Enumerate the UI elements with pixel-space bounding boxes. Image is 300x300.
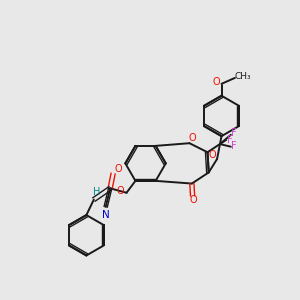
- Text: F: F: [226, 135, 232, 145]
- Text: F: F: [231, 128, 237, 138]
- Text: CH₃: CH₃: [235, 72, 251, 81]
- Text: O: O: [117, 186, 124, 196]
- Text: O: O: [188, 133, 196, 143]
- Text: H: H: [93, 187, 100, 197]
- Text: O: O: [189, 196, 197, 206]
- Text: F: F: [231, 141, 237, 151]
- Text: O: O: [208, 151, 216, 160]
- Text: N: N: [102, 210, 110, 220]
- Text: O: O: [213, 77, 220, 87]
- Text: O: O: [115, 164, 122, 174]
